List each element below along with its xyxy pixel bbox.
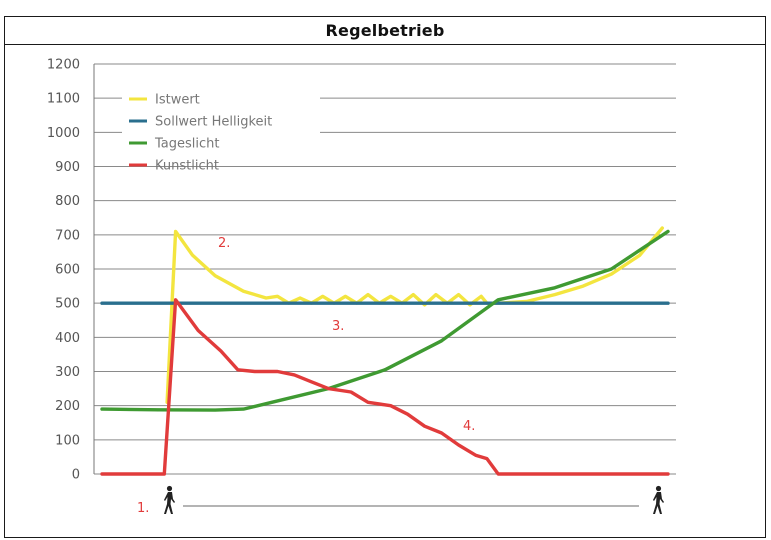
y-tick-label: 300 [55,365,80,380]
y-tick-label: 500 [55,297,80,312]
series [100,226,670,476]
y-tick-label: 600 [55,263,80,278]
series-line-kunstlicht [100,298,670,476]
y-tick-label: 800 [55,194,80,209]
series-line-istwert [165,226,664,404]
y-tick-label: 400 [55,331,80,346]
walking-person-icon [653,485,664,514]
y-tick-label: 1000 [47,126,80,141]
y-tick-label: 1200 [47,58,80,73]
title-bar: Regelbetrieb [4,16,766,45]
y-tick-label: 700 [55,228,80,243]
legend-label: Tageslicht [154,137,220,152]
annotation-1: 1. [137,501,149,516]
walking-person-icon [164,485,175,514]
y-tick-label: 100 [55,433,80,448]
legend-label: Sollwert Helligkeit [155,115,272,130]
y-tick-label: 900 [55,160,80,175]
legend-label: Istwert [155,93,200,108]
y-axis-ticks: 0 100 200 300 400 500 600 700 800 900 1000 1100 1200 [47,58,80,483]
legend: Istwert Sollwert Helligkeit Tageslicht Kuns… [129,93,272,174]
annotation-4: 4. [463,419,475,434]
y-tick-label: 200 [55,399,80,414]
annotation-3: 3. [332,319,344,334]
y-tick-label: 0 [72,468,80,483]
chart-title: Regelbetrieb [325,21,445,40]
series-line-tageslicht [100,229,670,412]
y-tick-label: 1100 [47,92,80,107]
annotation-2: 2. [218,236,230,251]
legend-label: Kunstlicht [155,159,219,174]
